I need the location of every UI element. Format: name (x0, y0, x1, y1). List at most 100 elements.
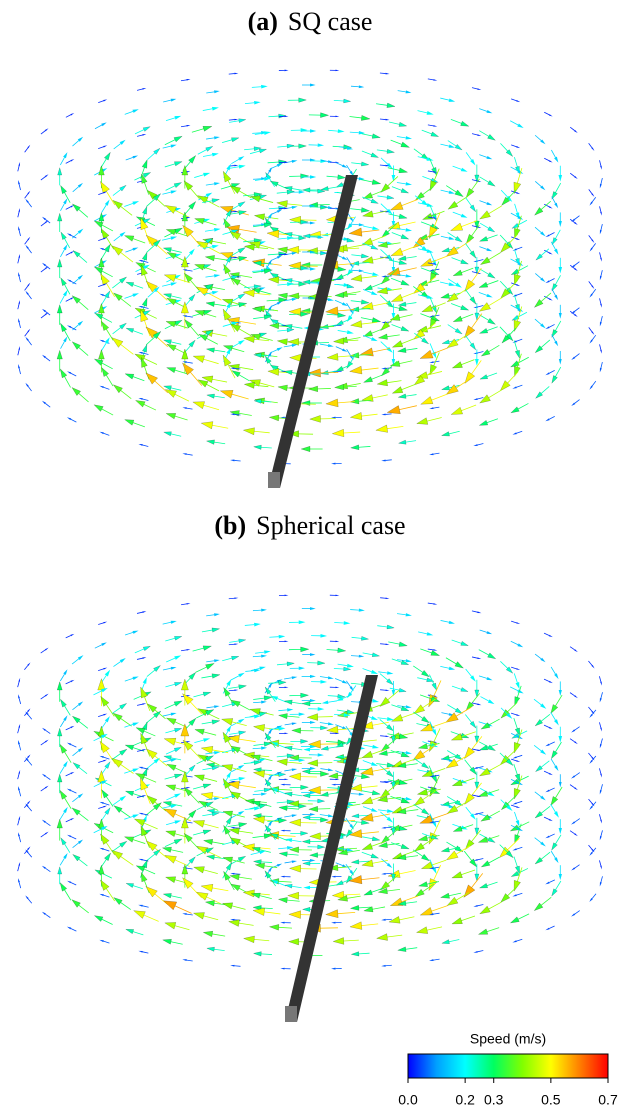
vector-tail (222, 140, 232, 143)
vector-tail (417, 816, 427, 818)
vector-tail (253, 656, 261, 657)
vector-head (18, 208, 20, 212)
vector-head (100, 248, 104, 250)
vector-tail (449, 431, 460, 434)
vector-tail (363, 745, 372, 747)
vector-tail (28, 715, 32, 720)
vector-tail (66, 774, 71, 776)
vector-head (429, 959, 433, 961)
vector-tail (447, 796, 456, 801)
vector-tail (362, 134, 373, 136)
vector-tail (472, 134, 477, 135)
vector-head (517, 123, 523, 128)
vector-head (381, 459, 385, 461)
vector-tail (359, 446, 371, 447)
vector-tail (402, 896, 418, 902)
vector-head (320, 792, 328, 797)
vector-head (72, 900, 81, 908)
vector-head (243, 290, 254, 297)
vector-tail (239, 375, 249, 381)
vector-tail (187, 868, 193, 869)
vector-head (171, 759, 177, 762)
vector-tail (500, 281, 507, 289)
vector-tail (380, 674, 388, 681)
vector-tail (549, 232, 554, 235)
vector-head (73, 854, 80, 861)
vector-tail (287, 900, 299, 901)
vector-head (488, 318, 496, 324)
vector-head (327, 726, 338, 733)
vector-head (421, 716, 429, 722)
vector-head (310, 813, 315, 816)
vector-head (132, 722, 139, 726)
vector-tail (66, 728, 71, 730)
vector-head (461, 168, 468, 172)
vector-head (58, 168, 62, 175)
vector-tail (165, 638, 175, 641)
vector-tail (79, 721, 88, 728)
vector-tail (212, 888, 228, 891)
vector-head (206, 193, 213, 198)
vector-tail (114, 144, 121, 149)
vector-tail (448, 141, 456, 146)
vector-tail (204, 313, 217, 317)
vector-tail (106, 375, 113, 386)
vector-tail (71, 373, 76, 376)
vector-head (214, 751, 220, 754)
vector-head (104, 853, 110, 861)
vector-head (164, 809, 177, 818)
vector-head (63, 244, 67, 250)
vector-tail (133, 886, 143, 889)
vector-head (310, 129, 316, 132)
vector-head (350, 905, 359, 910)
vector-tail (555, 787, 562, 798)
vector-head (545, 280, 549, 283)
vector-tail (480, 630, 487, 632)
vector-head (181, 724, 189, 736)
vector-head (486, 294, 492, 298)
vector-tail (433, 361, 439, 362)
vector-head (212, 245, 219, 249)
vector-head (63, 290, 68, 296)
vector-tail (73, 279, 79, 284)
vector-tail (121, 252, 133, 262)
vector-tail (73, 843, 79, 848)
colorbar-tick-label: 0.2 (455, 1092, 475, 1108)
vector-head (600, 820, 602, 824)
vector-head (477, 657, 481, 659)
vector-tail (452, 258, 462, 262)
vector-tail (432, 860, 447, 865)
vector-tail (433, 407, 439, 408)
vector-tail (432, 768, 446, 773)
vector-head (480, 395, 491, 403)
vector-head (238, 856, 246, 861)
vector-tail (508, 280, 518, 291)
vector-head (301, 831, 308, 835)
vector-head (516, 806, 520, 808)
vector-tail (387, 381, 401, 383)
vector-tail (268, 683, 279, 684)
vector-head (431, 650, 440, 655)
vector-tail (98, 761, 103, 763)
vector-head (338, 175, 346, 180)
vector-head (479, 768, 490, 776)
vector-head (600, 744, 602, 748)
vector-tail (19, 184, 20, 190)
vector-tail (163, 146, 171, 148)
vector-head (461, 687, 468, 691)
vector-tail (347, 245, 362, 248)
vector-tail (277, 836, 287, 840)
vector-tail (229, 121, 239, 123)
vector-tail (575, 400, 580, 404)
vector-head (442, 248, 450, 252)
vector-head (559, 874, 562, 880)
vector-head (265, 733, 271, 741)
vector-tail (104, 895, 110, 897)
vector-tail (181, 650, 187, 651)
vector-tail (229, 641, 239, 642)
vector-tail (535, 654, 541, 659)
vector-tail (461, 314, 473, 318)
vector-head (244, 382, 254, 388)
vector-head (285, 116, 289, 118)
vector-tail (143, 445, 149, 446)
